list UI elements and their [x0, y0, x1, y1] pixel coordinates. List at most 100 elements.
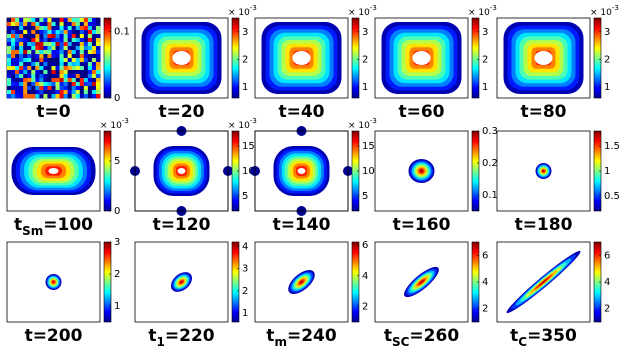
colorbar-tick-label: 0.1 — [482, 190, 498, 201]
heat-cell — [83, 70, 89, 75]
heat-cell — [47, 42, 52, 47]
heat-cell — [27, 70, 32, 75]
heat-cell — [47, 74, 52, 79]
colorbar — [103, 241, 112, 323]
label-main: t=180 — [515, 215, 573, 235]
heat-cell — [19, 26, 24, 31]
colorbar-tick-label: 3 — [114, 237, 120, 248]
heat-level — [180, 280, 183, 284]
heat-cell — [83, 86, 89, 91]
label-subscript: SC — [392, 335, 410, 348]
heat-cell — [43, 26, 48, 31]
heat-cell — [67, 66, 72, 71]
heat-cell — [19, 58, 24, 63]
colorbar-tick-label: 2 — [242, 54, 248, 65]
multiplier-base: × 10 — [228, 8, 250, 18]
heat-cell — [83, 58, 89, 63]
heat-cell — [19, 74, 24, 79]
colorbar-tick-label: 2 — [242, 286, 248, 297]
label-main: t=40 — [278, 102, 324, 122]
label-main: t — [510, 326, 518, 346]
panel: 1 2 3 t=200 — [6, 237, 120, 346]
label-main: t — [14, 215, 22, 235]
heat-cell — [87, 38, 93, 43]
heat-cell — [91, 22, 97, 27]
panel-label: t=0 — [36, 102, 70, 122]
heat-cell — [11, 66, 16, 71]
heat-cell — [51, 18, 56, 23]
heat-cell — [35, 42, 40, 47]
multiplier-base: × 10 — [348, 121, 370, 131]
heat-cell — [23, 46, 28, 51]
heat-cell — [35, 90, 40, 95]
heat-cell — [43, 62, 48, 67]
heat-cell — [27, 50, 32, 55]
heat-cell — [59, 74, 64, 79]
heat-cell — [79, 86, 85, 91]
heat-cell — [67, 46, 72, 51]
heat-cell — [83, 74, 89, 79]
heat-cell — [75, 66, 81, 71]
heat-cell — [39, 86, 44, 91]
heat-cell — [59, 78, 64, 83]
heat-cell — [63, 30, 68, 35]
heat-cell — [15, 26, 20, 31]
heat-cell — [67, 86, 72, 91]
colorbar-tick-label: 2 — [114, 269, 120, 280]
heat-cell — [7, 94, 12, 99]
heat-cell — [23, 86, 28, 91]
heat-cell — [95, 26, 101, 31]
heat-cell — [47, 34, 52, 39]
heat-cell — [27, 94, 32, 99]
heat-cell — [47, 66, 52, 71]
heat-cell — [63, 74, 68, 79]
heat-cell — [11, 34, 16, 39]
colorbar-tick-label: 2 — [362, 302, 368, 313]
heat-cell — [59, 42, 64, 47]
heat-cell — [7, 54, 12, 59]
heat-cell — [67, 22, 72, 27]
heat-cell — [63, 58, 68, 63]
heat-cell — [35, 58, 40, 63]
heat-cell — [15, 66, 20, 71]
heat-cell — [11, 62, 16, 67]
heat-cell — [83, 90, 89, 95]
heat-cell — [59, 66, 64, 71]
heat-cell — [79, 30, 85, 35]
heat-cell — [71, 82, 77, 87]
heat-cell — [43, 94, 48, 99]
colorbar-tick-label: 3 — [604, 27, 610, 38]
heat-cell — [95, 94, 101, 99]
heat-cell — [47, 30, 52, 35]
heat-cell — [31, 22, 36, 27]
heat-cell — [31, 38, 36, 43]
colorbar — [103, 17, 112, 99]
heat-cell — [91, 34, 97, 39]
colorbar — [593, 17, 602, 99]
colorbar — [471, 130, 480, 212]
heat-cell — [87, 50, 93, 55]
heat-cell — [67, 34, 72, 39]
heat-cell — [87, 54, 93, 59]
heat-cell — [83, 30, 89, 35]
label-subscript: Sm — [22, 224, 43, 238]
heat-cell — [51, 66, 56, 71]
heat-cell — [55, 38, 60, 43]
heat-cell — [35, 22, 40, 27]
heat-cell — [23, 50, 28, 55]
colorbar — [351, 241, 360, 323]
panel-label: t=20 — [158, 102, 204, 122]
heat-cell — [47, 18, 52, 23]
heat-cell — [23, 58, 28, 63]
heat-cell — [51, 74, 56, 79]
heat-cell — [19, 66, 24, 71]
heat-cell — [63, 86, 68, 91]
colorbar-tick-label: 1 — [604, 82, 610, 93]
heat-cell — [51, 46, 56, 51]
heat-cell — [67, 54, 72, 59]
heat-cell — [47, 54, 52, 59]
heat-cell — [71, 18, 77, 23]
heat-cell — [55, 30, 60, 35]
heat-cell — [39, 94, 44, 99]
heat-cell — [43, 54, 48, 59]
